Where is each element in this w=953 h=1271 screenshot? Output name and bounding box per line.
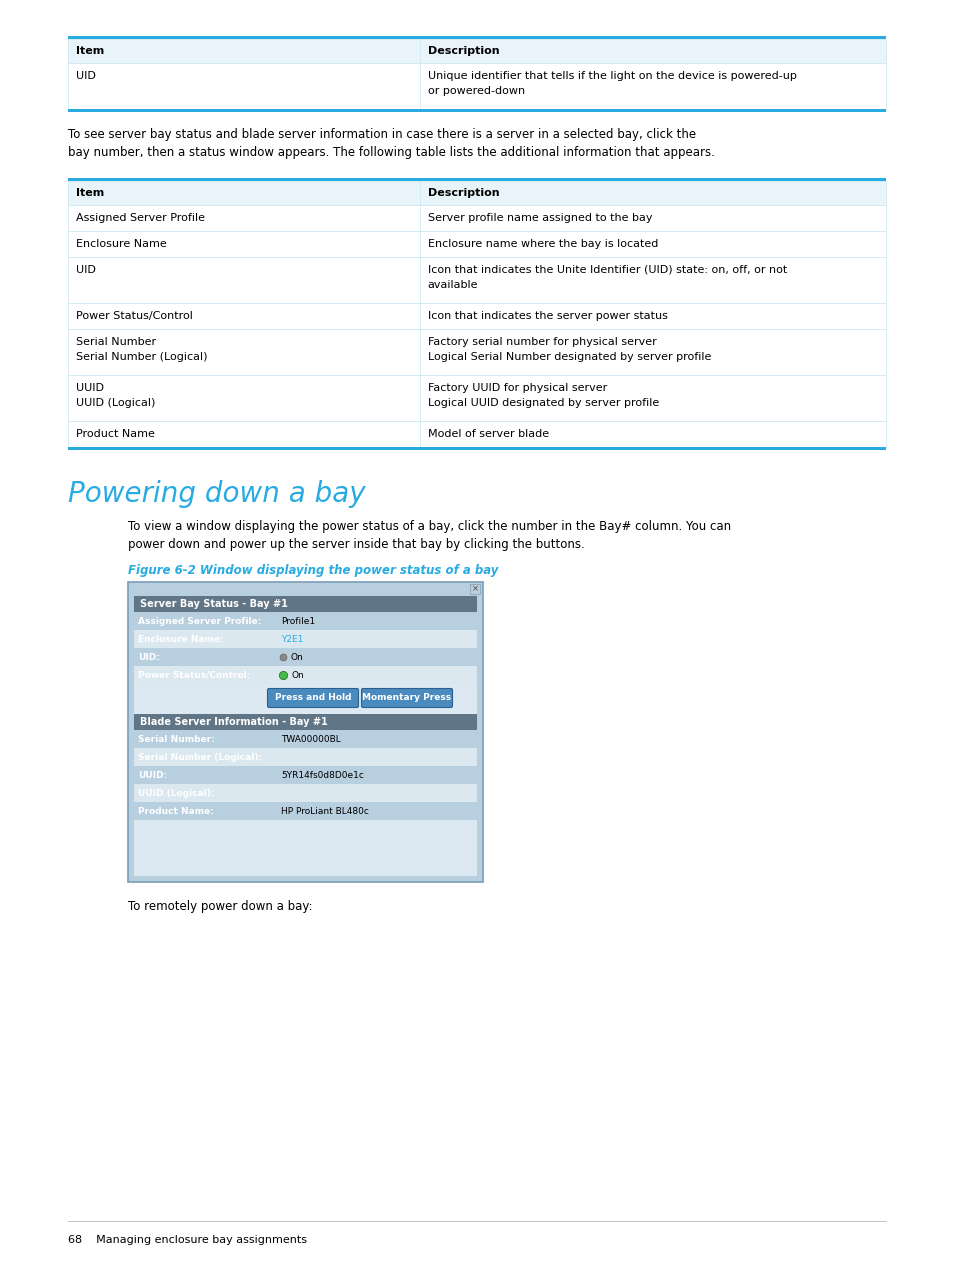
Bar xyxy=(68,64,885,109)
Text: To remotely power down a bay:: To remotely power down a bay: xyxy=(128,900,313,913)
Text: 5YR14fs0d8D0e1c: 5YR14fs0d8D0e1c xyxy=(281,770,363,779)
Text: Y2E1: Y2E1 xyxy=(281,634,303,643)
Bar xyxy=(133,802,476,820)
Text: To see server bay status and blade server information in case there is a server : To see server bay status and blade serve… xyxy=(68,128,714,159)
Text: Powering down a bay: Powering down a bay xyxy=(68,480,365,508)
Text: Power Status/Control: Power Status/Control xyxy=(76,311,193,322)
Bar xyxy=(133,648,476,666)
Bar xyxy=(133,784,476,802)
Text: Blade Server Information - Bay #1: Blade Server Information - Bay #1 xyxy=(140,717,328,727)
Text: Item: Item xyxy=(76,46,104,56)
Bar xyxy=(133,730,476,749)
Bar xyxy=(68,205,885,231)
Text: UID: UID xyxy=(76,264,95,275)
Bar xyxy=(68,447,885,450)
Text: ×: × xyxy=(471,585,478,594)
Text: Model of server blade: Model of server blade xyxy=(427,430,548,438)
Text: On: On xyxy=(292,671,304,680)
Bar xyxy=(133,630,476,648)
Bar xyxy=(470,583,479,594)
Bar xyxy=(68,178,885,180)
Text: Product Name:: Product Name: xyxy=(138,807,213,816)
Text: Figure 6-2 Window displaying the power status of a bay: Figure 6-2 Window displaying the power s… xyxy=(128,564,497,577)
Text: On: On xyxy=(291,652,303,661)
Text: UID: UID xyxy=(76,71,95,81)
Bar xyxy=(68,180,885,205)
Text: Description: Description xyxy=(427,46,498,56)
Bar xyxy=(133,749,476,766)
Text: Momentary Press: Momentary Press xyxy=(362,694,451,703)
Bar xyxy=(68,257,885,302)
Bar xyxy=(68,302,885,329)
Text: Enclosure name where the bay is located: Enclosure name where the bay is located xyxy=(427,239,658,249)
Bar xyxy=(133,596,476,613)
Text: Enclosure Name:: Enclosure Name: xyxy=(138,634,224,643)
Text: UUID
UUID (Logical): UUID UUID (Logical) xyxy=(76,383,155,408)
Text: Profile1: Profile1 xyxy=(281,616,314,625)
Text: HP ProLiant BL480c: HP ProLiant BL480c xyxy=(281,807,369,816)
Text: Press and Hold: Press and Hold xyxy=(274,694,351,703)
Text: Icon that indicates the server power status: Icon that indicates the server power sta… xyxy=(427,311,667,322)
Text: Serial Number (Logical):: Serial Number (Logical): xyxy=(138,752,262,761)
Bar xyxy=(128,582,482,882)
Text: To view a window displaying the power status of a bay, click the number in the B: To view a window displaying the power st… xyxy=(128,520,730,552)
Text: Unique identifier that tells if the light on the device is powered-up
or powered: Unique identifier that tells if the ligh… xyxy=(427,71,796,95)
Text: Server profile name assigned to the bay: Server profile name assigned to the bay xyxy=(427,214,652,222)
Bar xyxy=(133,714,476,730)
Bar xyxy=(68,421,885,447)
Text: Icon that indicates the Unite Identifier (UID) state: on, off, or not
available: Icon that indicates the Unite Identifier… xyxy=(427,264,786,290)
Text: UUID:: UUID: xyxy=(138,770,167,779)
Text: Assigned Server Profile:: Assigned Server Profile: xyxy=(138,616,261,625)
Bar xyxy=(68,109,885,112)
Text: Assigned Server Profile: Assigned Server Profile xyxy=(76,214,205,222)
Text: Description: Description xyxy=(427,188,498,198)
Text: Product Name: Product Name xyxy=(76,430,154,438)
Text: Server Bay Status - Bay #1: Server Bay Status - Bay #1 xyxy=(140,599,288,609)
Bar xyxy=(68,36,885,39)
FancyBboxPatch shape xyxy=(361,689,452,708)
Text: Factory UUID for physical server
Logical UUID designated by server profile: Factory UUID for physical server Logical… xyxy=(427,383,659,408)
Bar xyxy=(68,375,885,421)
Text: Serial Number:: Serial Number: xyxy=(138,735,214,744)
Bar xyxy=(68,231,885,257)
Text: Enclosure Name: Enclosure Name xyxy=(76,239,167,249)
Text: TWA00000BL: TWA00000BL xyxy=(281,735,340,744)
Text: UID:: UID: xyxy=(138,652,160,661)
Bar xyxy=(133,666,476,684)
Bar xyxy=(133,596,476,876)
Text: Power Status/Control:: Power Status/Control: xyxy=(138,671,250,680)
FancyBboxPatch shape xyxy=(267,689,358,708)
Text: Factory serial number for physical server
Logical Serial Number designated by se: Factory serial number for physical serve… xyxy=(427,337,710,362)
Bar xyxy=(68,39,885,64)
Text: Item: Item xyxy=(76,188,104,198)
Text: UUID (Logical):: UUID (Logical): xyxy=(138,788,214,797)
Bar xyxy=(133,766,476,784)
Text: Serial Number
Serial Number (Logical): Serial Number Serial Number (Logical) xyxy=(76,337,208,362)
Bar xyxy=(68,329,885,375)
Bar xyxy=(133,613,476,630)
Text: 68    Managing enclosure bay assignments: 68 Managing enclosure bay assignments xyxy=(68,1235,307,1246)
